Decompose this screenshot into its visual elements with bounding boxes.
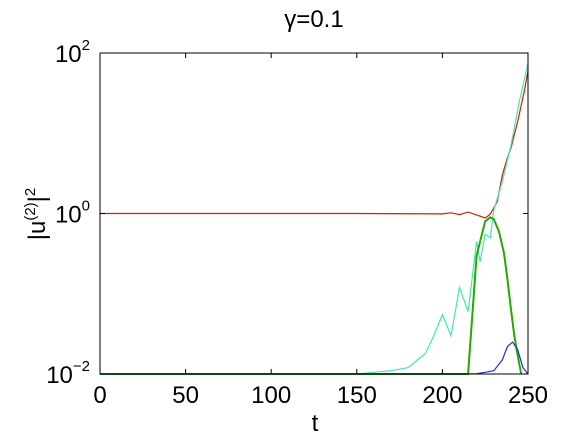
- y-label-sup: (2): [22, 202, 39, 220]
- series-line-2: [100, 62, 529, 375]
- series-line-1: [100, 70, 529, 219]
- series-group: [100, 62, 529, 375]
- svg-text:|u(2)|2: |u(2)|2: [22, 188, 51, 241]
- chart-title: γ=0.1: [284, 6, 343, 33]
- x-tick-label-3: 150: [337, 382, 377, 409]
- y-tick-label-2: 102: [55, 37, 90, 68]
- y-axis-label: |u(2)|2: [22, 188, 51, 241]
- series-line-4: [100, 341, 529, 375]
- x-tick-label-0: 0: [93, 382, 106, 409]
- y-label-suffix: |: [24, 196, 51, 202]
- y-tick-label-0: 10−2: [46, 358, 90, 389]
- x-tick-label-4: 200: [422, 382, 462, 409]
- x-tick-label-2: 100: [251, 382, 291, 409]
- y-tick-label-1: 100: [55, 198, 90, 229]
- x-tick-label-5: 250: [508, 382, 548, 409]
- x-axis-label: t: [312, 410, 319, 437]
- y-label-sup2: 2: [22, 188, 39, 196]
- x-tick-label-1: 50: [172, 382, 199, 409]
- y-label-base: |u: [24, 221, 51, 241]
- axes-group: 0 50 100 150 200 250 10−2 100 102: [46, 37, 548, 409]
- series-line-3: [100, 215, 523, 375]
